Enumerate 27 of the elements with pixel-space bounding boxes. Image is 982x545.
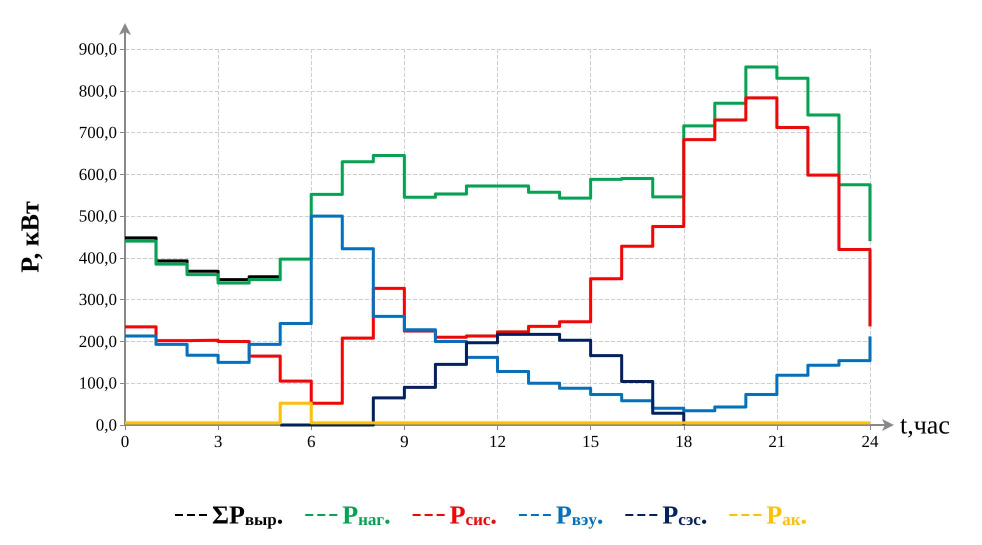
x-tick-label: 0 <box>120 432 130 451</box>
y-tick-label: 300,0 <box>78 290 117 310</box>
legend-label: Pсис. <box>450 500 497 530</box>
x-tick-label: 6 <box>307 432 316 451</box>
y-tick-label: 700,0 <box>78 123 117 142</box>
y-tick-label: 800,0 <box>78 81 117 100</box>
x-tick-label: 21 <box>768 432 786 451</box>
y-tick-label: 200,0 <box>78 332 117 351</box>
x-tick-label: 12 <box>489 432 506 451</box>
x-tick-label: 3 <box>214 432 222 451</box>
y-tick-label: 400,0 <box>78 248 117 268</box>
y-tick-label: 100,0 <box>78 374 117 393</box>
x-tick-label: 18 <box>675 432 692 451</box>
y-tick-label: 500,0 <box>78 206 117 226</box>
x-tick-label: 24 <box>862 432 879 451</box>
y-tick-label: 900,0 <box>78 40 117 58</box>
x-axis-title: t,час <box>900 410 950 440</box>
x-tick-label: 9 <box>400 432 409 451</box>
legend-label: Pнаг. <box>342 500 391 530</box>
legend-label: Pсэс. <box>662 500 708 530</box>
y-tick-label: 600,0 <box>78 164 117 184</box>
legend-label: Pак. <box>766 500 808 530</box>
y-axis-title: P, кВт <box>16 200 44 273</box>
legend-label: Pвэу. <box>556 500 604 530</box>
legend-label: ΣPвыр. <box>212 500 284 530</box>
y-tick-label: 0,0 <box>96 416 117 434</box>
x-tick-label: 15 <box>582 432 600 451</box>
